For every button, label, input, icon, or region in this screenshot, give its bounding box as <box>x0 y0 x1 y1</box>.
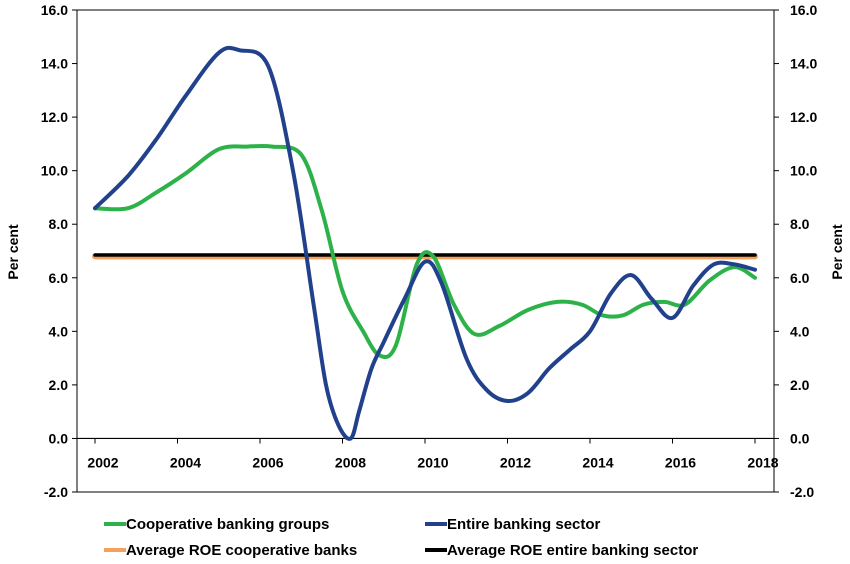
y-tick-label-left: -2.0 <box>44 484 68 500</box>
legend-item-entire-banking-sector: Entire banking sector <box>425 516 601 533</box>
series-line-cooperative-banking-groups <box>93 143 757 360</box>
y-tick-label-left: 8.0 <box>49 216 69 232</box>
y-tick-label-left: 2.0 <box>49 377 69 393</box>
legend-item-average-roe-entire-sector: Average ROE entire banking sector <box>425 542 698 559</box>
y-tick-label-right: 10.0 <box>790 163 817 179</box>
y-tick-label-left: 10.0 <box>41 163 68 179</box>
x-tick-label: 2002 <box>87 454 118 470</box>
y-axis-title-right: Per cent <box>829 224 845 280</box>
x-tick-label: 2006 <box>252 454 283 470</box>
y-tick-label-left: 14.0 <box>41 56 68 72</box>
y-tick-label-right: 14.0 <box>790 56 817 72</box>
x-tick-label: 2010 <box>417 454 448 470</box>
x-tick-label: 2012 <box>500 454 531 470</box>
plot-border <box>76 9 775 493</box>
y-tick-label-left: 6.0 <box>49 270 69 286</box>
y-tick-label-right: 2.0 <box>790 377 810 393</box>
axis-layer: -2.0 -2.0 0.0 0.0 2.0 2.0 4.0 4.0 6.0 6.0 8.0 8.0 10… <box>41 2 818 500</box>
x-tick-label: 2016 <box>665 454 696 470</box>
x-tick-label: 2004 <box>170 454 201 470</box>
y-tick-label-left: 0.0 <box>49 430 69 446</box>
y-tick-label-right: 0.0 <box>790 430 810 446</box>
x-tick-label: 2008 <box>335 454 366 470</box>
y-tick-label-left: 12.0 <box>41 109 68 125</box>
legend-item-average-roe-cooperative: Average ROE cooperative banks <box>104 542 357 559</box>
legend-item-cooperative-banking-groups: Cooperative banking groups <box>104 516 329 533</box>
y-axis-title-left: Per cent <box>5 224 21 280</box>
legend-label: Cooperative banking groups <box>126 516 329 533</box>
legend-label: Average ROE cooperative banks <box>126 542 357 559</box>
y-tick-label-right: 8.0 <box>790 216 810 232</box>
y-tick-label-left: 4.0 <box>49 323 69 339</box>
x-tick-label: 2018 <box>747 454 778 470</box>
legend-label: Entire banking sector <box>447 516 601 533</box>
x-tick-label: 2014 <box>582 454 613 470</box>
series-line-entire-banking-sector <box>93 45 757 441</box>
y-tick-label-right: -2.0 <box>790 484 814 500</box>
legend-label: Average ROE entire banking sector <box>447 542 698 559</box>
legend: Cooperative banking groups Entire banking… <box>104 516 698 559</box>
y-tick-label-right: 12.0 <box>790 109 817 125</box>
series-layer <box>92 45 758 441</box>
y-tick-label-left: 16.0 <box>41 2 68 18</box>
y-tick-label-right: 16.0 <box>790 2 817 18</box>
y-tick-label-right: 6.0 <box>790 270 810 286</box>
y-tick-label-right: 4.0 <box>790 323 810 339</box>
